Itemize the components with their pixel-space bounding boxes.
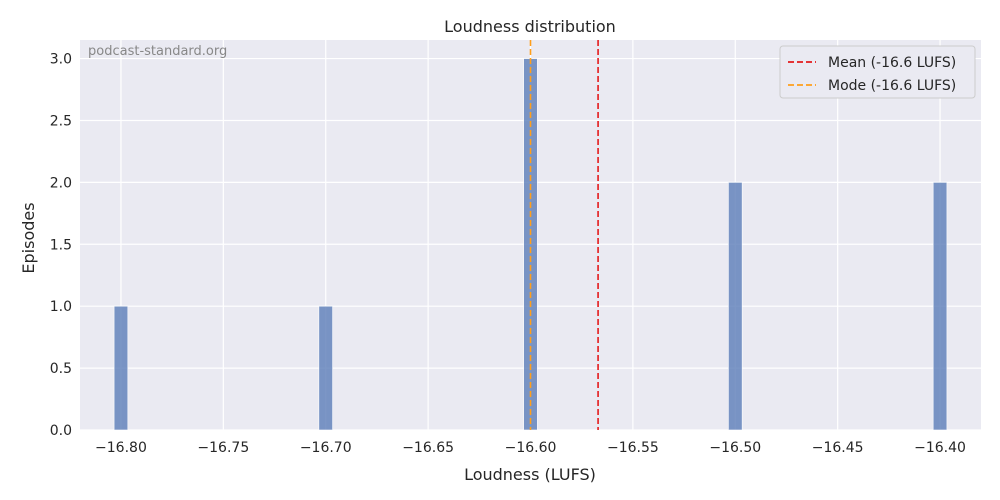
histogram-bar bbox=[113, 305, 129, 431]
y-tick-label: 0.0 bbox=[50, 423, 72, 439]
x-tick-label: −16.50 bbox=[709, 440, 761, 456]
histogram-bar bbox=[318, 305, 333, 431]
x-tick-label: −16.45 bbox=[812, 440, 864, 456]
histogram-bar bbox=[728, 182, 743, 431]
histogram-bars bbox=[113, 58, 948, 431]
x-tick-label: −16.55 bbox=[607, 440, 659, 456]
legend-label: Mean (-16.6 LUFS) bbox=[828, 55, 956, 71]
y-tick-label: 2.5 bbox=[50, 113, 72, 129]
y-tick-label: 3.0 bbox=[50, 52, 72, 68]
x-tick-label: −16.60 bbox=[505, 440, 557, 456]
watermark-text: podcast-standard.org bbox=[88, 44, 227, 59]
x-tick-label: −16.75 bbox=[197, 440, 249, 456]
y-tick-label: 0.5 bbox=[50, 361, 72, 377]
histogram-bar bbox=[932, 182, 948, 431]
y-axis-ticks: 0.0 0.5 1.0 1.5 2.0 2.5 3.0 bbox=[50, 52, 72, 439]
x-tick-label: −16.70 bbox=[300, 440, 352, 456]
x-tick-label: −16.40 bbox=[914, 440, 966, 456]
y-tick-label: 2.0 bbox=[50, 175, 72, 191]
x-tick-label: −16.80 bbox=[95, 440, 147, 456]
x-tick-label: −16.65 bbox=[402, 440, 454, 456]
chart-title: Loudness distribution bbox=[444, 17, 616, 36]
legend-box bbox=[779, 45, 976, 99]
legend-label: Mode (-16.6 LUFS) bbox=[828, 78, 956, 94]
chart-legend: Mean (-16.6 LUFS) Mode (-16.6 LUFS) bbox=[779, 45, 976, 99]
y-axis-title: Episodes bbox=[19, 202, 38, 273]
y-tick-label: 1.0 bbox=[50, 299, 72, 315]
y-tick-label: 1.5 bbox=[50, 237, 72, 253]
x-axis-ticks: −16.80 −16.75 −16.70 −16.65 −16.60 −16.55 −16.… bbox=[95, 440, 966, 456]
reference-lines bbox=[529, 40, 599, 430]
x-axis-title: Loudness (LUFS) bbox=[464, 465, 596, 484]
